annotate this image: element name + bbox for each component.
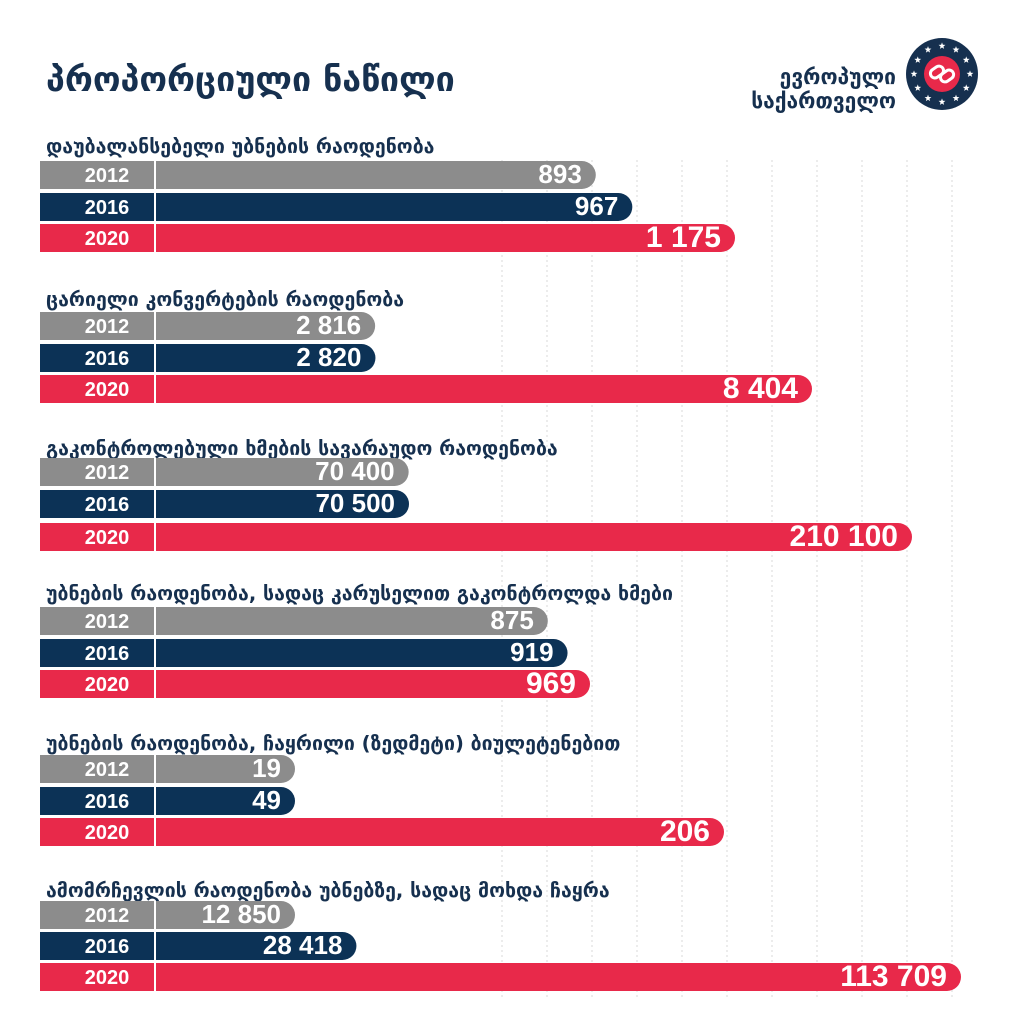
chart-3: გაკონტროლებული ხმების სავარაუდო რაოდენობ… xyxy=(40,437,912,553)
bar-2020 xyxy=(40,224,735,252)
year-label: 2020 xyxy=(85,674,130,696)
logo-text-line2: საქართველო xyxy=(751,89,896,113)
year-label: 2012 xyxy=(85,316,130,338)
chart-title: ამომრჩევლის რაოდენობა უბნებზე, სადაც მოხ… xyxy=(46,879,610,902)
star-icon xyxy=(924,94,932,102)
value-label: 210 100 xyxy=(790,520,898,553)
year-label: 2016 xyxy=(85,197,130,219)
bar-2020 xyxy=(40,375,812,403)
star-icon xyxy=(952,46,960,53)
bar-2020 xyxy=(40,818,724,846)
logo: ევროპული საქართველო xyxy=(751,38,978,113)
grid-lines xyxy=(501,160,953,1000)
year-label: 2020 xyxy=(85,228,130,250)
year-label: 2012 xyxy=(85,611,130,633)
bar-2012 xyxy=(40,901,295,929)
value-label: 2 820 xyxy=(296,342,361,372)
year-label: 2016 xyxy=(85,791,130,813)
star-icon xyxy=(924,46,932,53)
year-label: 2012 xyxy=(85,905,130,927)
star-icon xyxy=(938,42,946,49)
value-label: 969 xyxy=(526,667,576,700)
logo-text-line1: ევროპული xyxy=(780,65,896,89)
page-title: პროპორციული ნაწილი xyxy=(46,60,455,100)
bar-2012 xyxy=(40,161,596,190)
bar-2016 xyxy=(40,344,376,372)
value-label: 70 400 xyxy=(315,456,395,486)
value-label: 70 500 xyxy=(315,488,395,518)
value-label: 113 709 xyxy=(840,960,947,993)
value-label: 8 404 xyxy=(723,372,798,405)
star-icon xyxy=(962,84,970,91)
chart-1: დაუბალანსებელი უბნების რაოდენობა 2012 893 2… xyxy=(40,135,735,254)
year-label: 2012 xyxy=(85,759,130,781)
bar-2020 xyxy=(40,670,590,698)
chart-title: გაკონტროლებული ხმების სავარაუდო რაოდენობ… xyxy=(46,437,558,460)
chart-title: ცარიელი კონვერტების რაოდენობა xyxy=(46,288,404,311)
chart-5: უბნების რაოდენობა, ჩაყრილი (ზედმეტი) ბიუ… xyxy=(40,732,724,848)
chart-title: დაუბალანსებელი უბნების რაოდენობა xyxy=(46,135,434,158)
value-label: 1 175 xyxy=(646,221,721,254)
value-label: 967 xyxy=(575,191,618,221)
bar-2016 xyxy=(40,932,357,960)
value-label: 919 xyxy=(510,637,553,667)
bar-2020 xyxy=(40,963,961,991)
star-icon xyxy=(910,70,918,77)
value-label: 28 418 xyxy=(263,930,343,960)
chart-6: ამომრჩევლის რაოდენობა უბნებზე, სადაც მოხ… xyxy=(40,879,961,993)
chart-title: უბნების რაოდენობა, სადაც კარუსელით გაკონ… xyxy=(46,582,673,605)
value-label: 875 xyxy=(490,605,533,635)
year-label: 2020 xyxy=(85,379,130,401)
bar-2012 xyxy=(40,607,548,635)
chart-2: ცარიელი კონვერტების რაოდენობა 2012 2 816 20… xyxy=(40,288,812,405)
value-label: 2 816 xyxy=(296,310,361,340)
year-label: 2012 xyxy=(85,165,130,187)
year-label: 2016 xyxy=(85,348,130,370)
value-label: 893 xyxy=(538,159,581,189)
year-label: 2016 xyxy=(85,643,130,665)
year-label: 2016 xyxy=(85,494,130,516)
year-label: 2012 xyxy=(85,462,130,484)
chart-4: უბნების რაოდენობა, სადაც კარუსელით გაკონ… xyxy=(40,582,673,700)
bar-2020 xyxy=(40,523,912,551)
value-label: 12 850 xyxy=(201,899,281,929)
value-label: 49 xyxy=(252,785,281,815)
value-label: 19 xyxy=(252,753,281,783)
year-label: 2020 xyxy=(85,527,130,549)
bar-2016 xyxy=(40,490,410,518)
star-icon xyxy=(952,94,960,102)
year-label: 2020 xyxy=(85,822,130,844)
chart-title: უბნების რაოდენობა, ჩაყრილი (ზედმეტი) ბიუ… xyxy=(46,732,620,755)
star-icon xyxy=(914,56,922,63)
bar-2016 xyxy=(40,639,568,667)
charts: დაუბალანსებელი უბნების რაოდენობა 2012 893 2… xyxy=(40,135,961,993)
eu-stars-emblem-icon xyxy=(906,38,978,110)
star-icon xyxy=(914,84,922,91)
bar-2016 xyxy=(40,193,633,221)
bar-2012 xyxy=(40,755,295,783)
star-icon xyxy=(938,98,946,105)
bar-2012 xyxy=(40,312,376,340)
bar-2012 xyxy=(40,458,409,486)
year-label: 2016 xyxy=(85,936,130,958)
year-label: 2020 xyxy=(85,967,130,989)
bar-2016 xyxy=(40,787,295,815)
star-icon xyxy=(962,56,970,63)
link-glyph-part xyxy=(938,68,956,84)
value-label: 206 xyxy=(660,815,710,848)
star-icon xyxy=(966,70,974,77)
